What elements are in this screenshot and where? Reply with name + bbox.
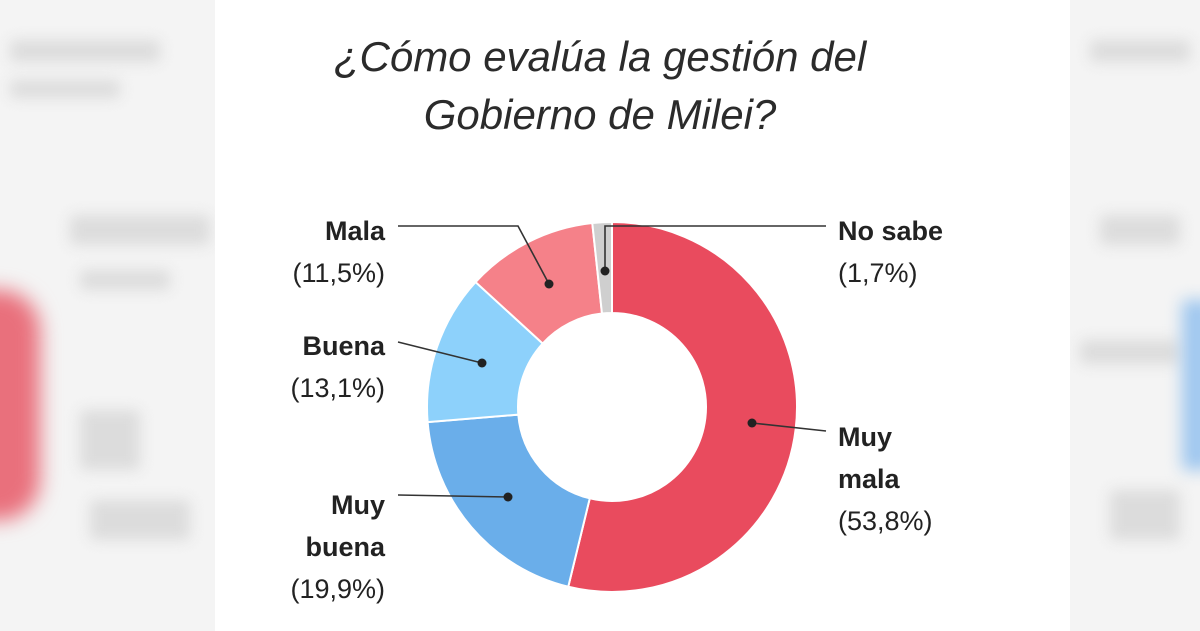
slice-label-name-muy-mala: mala: [838, 464, 901, 494]
slice-label-name-muy-buena: buena: [305, 532, 385, 562]
slice-label-name-muy-mala: Muy: [838, 422, 892, 452]
leader-dot-mala: [544, 279, 554, 289]
leader-dot-buena: [477, 358, 487, 368]
slice-label-value-muy-buena: (19,9%): [290, 574, 385, 604]
chart-title-line-2: Gobierno de Milei?: [423, 91, 777, 138]
leader-dot-muy-mala: [747, 418, 757, 428]
slice-label-mala: Mala (11,5%): [292, 216, 386, 288]
slice-label-value-no-sabe: (1,7%): [838, 258, 918, 288]
leader-line-muy-mala: [751, 422, 827, 432]
leader-line-muy-buena: [397, 494, 509, 498]
slice-label-value-mala: (11,5%): [292, 258, 385, 288]
blurred-background-left: [0, 0, 215, 631]
leader-dot-no-sabe: [600, 266, 610, 276]
slice-label-muy-mala: Muy mala (53,8%): [838, 422, 933, 536]
leader-line-no-sabe: [604, 225, 826, 271]
leader-line-buena: [397, 341, 483, 364]
donut-slice-muy-mala: [567, 220, 798, 593]
slice-label-value-muy-mala: (53,8%): [838, 506, 933, 536]
slice-label-value-buena: (13,1%): [290, 373, 385, 403]
slice-label-name-muy-buena: Muy: [331, 490, 385, 520]
slice-label-muy-buena: Muy buena (19,9%): [290, 490, 386, 604]
slice-label-no-sabe: No sabe (1,7%): [838, 216, 943, 288]
chart-title: ¿Cómo evalúa la gestión del Gobierno de …: [0, 28, 1200, 144]
leader-line-mala: [398, 225, 550, 285]
slice-label-name-mala: Mala: [325, 216, 386, 246]
slice-label-buena: Buena (13,1%): [290, 331, 386, 403]
slice-label-name-buena: Buena: [302, 331, 386, 361]
slice-label-name-no-sabe: No sabe: [838, 216, 943, 246]
chart-title-line-1: ¿Cómo evalúa la gestión del: [333, 33, 867, 80]
leader-dot-muy-buena: [503, 492, 513, 502]
blurred-background-right: [1070, 0, 1200, 631]
